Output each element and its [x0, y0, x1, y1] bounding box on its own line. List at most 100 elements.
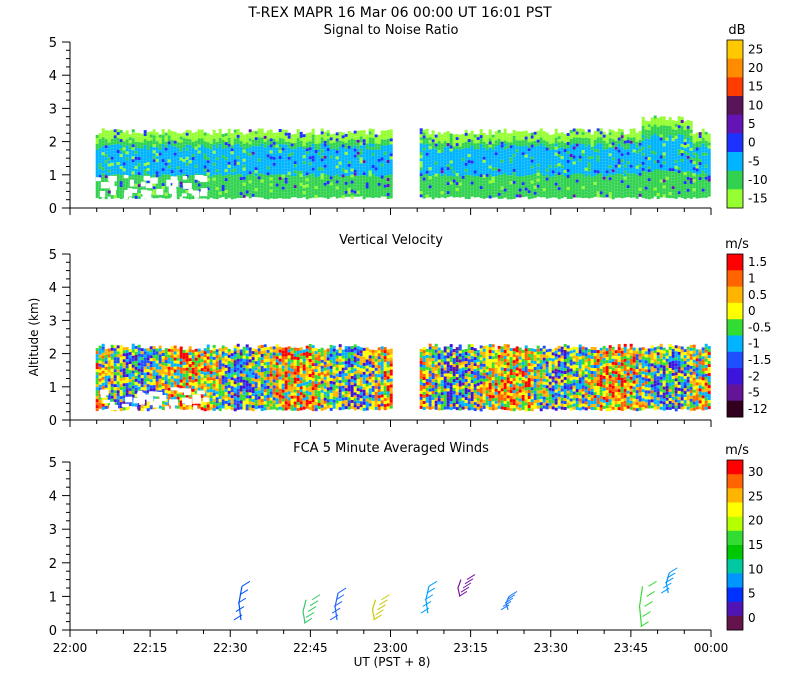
colorbar-label: -2 — [748, 369, 760, 383]
colorbar-unit: dB — [728, 23, 745, 38]
colorbar-unit: m/s — [725, 237, 749, 252]
y-tick-label: 2 — [49, 348, 57, 363]
panel-2: Vertical Velocity 0 1 2 3 4 5 Altitude (km) m/s 1… — [27, 233, 771, 429]
colorbar-swatch — [727, 40, 743, 60]
colorbar-swatch — [727, 133, 743, 153]
x-tick-label: 22:30 — [213, 641, 248, 655]
wind-profile — [302, 594, 321, 624]
colorbar-label: -10 — [748, 173, 768, 187]
colorbar-swatch — [727, 58, 743, 78]
wind-barb — [426, 587, 436, 594]
wind-barb — [379, 599, 388, 606]
colorbar-swatch — [727, 559, 743, 574]
colorbar-label: 5 — [748, 117, 756, 131]
y-axis-label: Altitude (km) — [27, 298, 41, 377]
y-tick-label: 4 — [49, 281, 57, 296]
colorbar-swatch — [727, 96, 743, 116]
colorbar-label: 30 — [748, 465, 763, 479]
x-tick-label: 22:00 — [53, 641, 88, 655]
colorbar-swatch — [727, 368, 743, 385]
wind-barb — [239, 589, 249, 596]
panel-3: FCA 5 Minute Averaged Winds 0 1 2 3 4 5 m/s 30 25… — [49, 441, 764, 639]
colorbar-label: 25 — [748, 42, 763, 56]
wind-profile — [500, 590, 518, 611]
wind-staff — [334, 592, 339, 621]
colorbar-swatch — [727, 474, 743, 489]
wind-profile — [329, 587, 347, 621]
y-tick-label: 3 — [49, 102, 57, 117]
colorbar-label: 10 — [748, 562, 763, 576]
figure-title: T-REX MAPR 16 Mar 06 00:00 UT 16:01 PST — [247, 5, 552, 21]
x-tick-label: 22:45 — [293, 641, 328, 655]
colorbar-label: 25 — [748, 489, 763, 503]
colorbar-swatch — [727, 286, 743, 304]
colorbar-swatch — [727, 319, 743, 336]
y-tick-label: 0 — [49, 414, 57, 429]
colorbar-frame — [726, 253, 744, 418]
x-tick-label: 22:15 — [133, 641, 168, 655]
wind-profile — [420, 580, 438, 614]
colorbar-label: 15 — [748, 538, 763, 552]
colorbar-label: -12 — [748, 402, 768, 416]
colorbar-label: 20 — [748, 514, 763, 528]
wind-barb — [428, 580, 438, 587]
y-tick-label: 0 — [49, 624, 57, 639]
wind-staff — [638, 586, 644, 627]
wind-barb — [500, 604, 510, 611]
x-tick-label: 00:00 — [694, 641, 729, 655]
panel-title: Signal to Noise Ratio — [324, 23, 459, 38]
panel-title: Vertical Velocity — [339, 233, 443, 248]
wind-barb — [669, 567, 678, 574]
colorbar-label: 10 — [748, 98, 763, 112]
colorbar-swatch — [727, 384, 743, 402]
wind-barb — [381, 594, 390, 601]
x-tick-label: 23:15 — [453, 641, 488, 655]
colorbar-unit: m/s — [725, 443, 749, 458]
colorbar-frame — [726, 459, 744, 631]
y-tick-label: 4 — [49, 490, 57, 505]
wind-profile — [233, 580, 251, 621]
colorbar-swatch — [727, 335, 743, 353]
y-tick-label: 1 — [49, 381, 57, 396]
wind-barb — [305, 611, 315, 618]
wind-profile — [638, 580, 657, 628]
wind-barb — [464, 578, 474, 585]
colorbar-label: 0.5 — [748, 288, 767, 302]
y-tick-label: 1 — [49, 169, 57, 184]
colorbar-label: 1.5 — [748, 255, 767, 269]
colorbar-swatch — [727, 400, 743, 418]
colorbar-label: 1 — [748, 271, 756, 285]
colorbar-label: -1.5 — [748, 353, 771, 367]
colorbar-swatch — [727, 488, 743, 503]
colorbar-label: -0.5 — [748, 320, 771, 334]
wind-staff — [457, 579, 462, 597]
colorbar-swatch — [727, 460, 743, 475]
y-tick-label: 2 — [49, 557, 57, 572]
colorbar-swatch — [727, 516, 743, 532]
wind-barb — [646, 590, 655, 597]
colorbar-label: 15 — [748, 80, 763, 94]
wind-barb — [462, 582, 472, 589]
colorbar-swatch — [727, 302, 743, 320]
wind-barb — [307, 606, 317, 612]
x-tick-label: 23:00 — [373, 641, 408, 655]
wind-profile — [661, 567, 678, 594]
wind-barb — [642, 611, 651, 617]
colorbar-swatch — [727, 573, 743, 588]
y-tick-label: 5 — [49, 248, 57, 263]
wind-barb — [377, 604, 386, 611]
colorbar-label: 5 — [748, 587, 756, 601]
wind-barb — [375, 609, 384, 616]
colorbar-label: 0 — [748, 136, 756, 150]
colorbar-label: -5 — [748, 154, 760, 168]
panels: Signal to Noise Ratio012345dB2520151050-… — [27, 23, 771, 655]
colorbar-label: -15 — [748, 192, 768, 206]
colorbar-swatch — [727, 270, 743, 288]
colorbar-swatch — [727, 254, 743, 271]
wind-barb — [241, 580, 251, 587]
colorbar-label: -5 — [748, 386, 760, 400]
colorbar-swatch — [727, 530, 743, 546]
colorbar-label: -1 — [748, 337, 760, 351]
